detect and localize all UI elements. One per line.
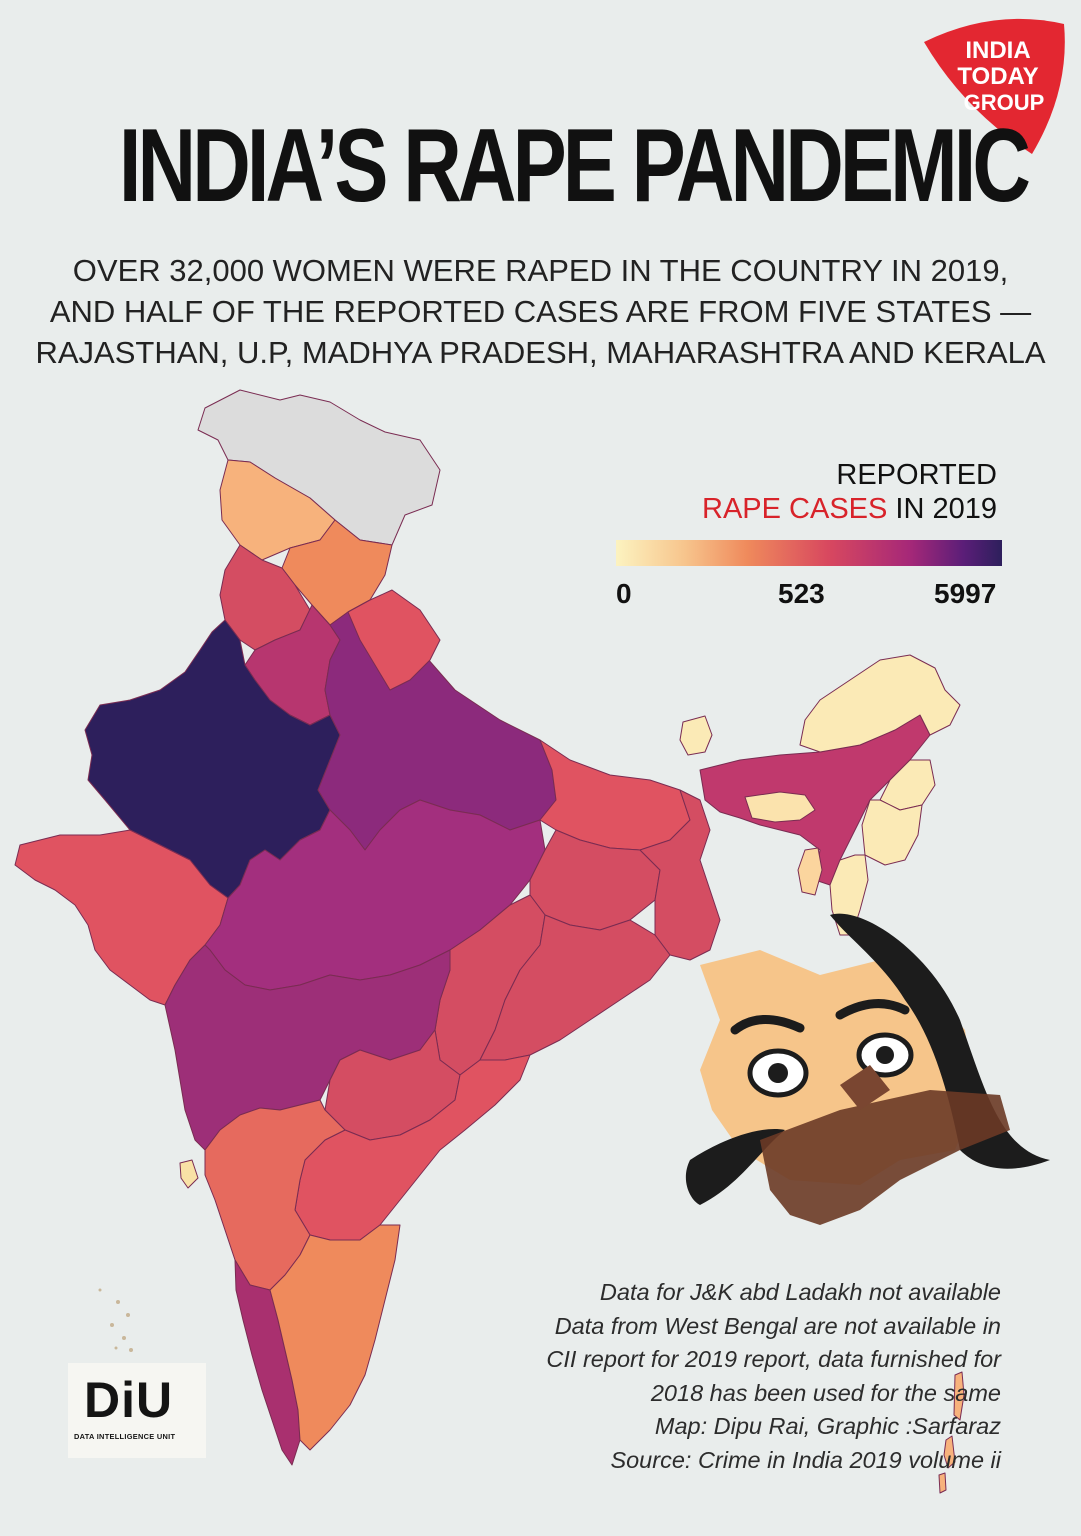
india-choropleth-map: [14, 389, 1050, 1494]
region-goa: [179, 1159, 199, 1189]
note-line-6: Source: Crime in India 2019 volume ii: [610, 1446, 1001, 1473]
region-andaman-nicobar-2: [943, 1435, 956, 1469]
legend-color-bar: [616, 540, 1002, 566]
diu-logo: [68, 1363, 206, 1458]
note-line-5: Map: Dipu Rai, Graphic :Sarfaraz: [654, 1413, 1001, 1439]
logo-shield-shape: [924, 18, 1065, 154]
legend-title-accent: RAPE CASES: [702, 493, 888, 525]
note-line-3: CII report for 2019 report, data furnish…: [546, 1346, 1001, 1372]
diu-logo-mark: DiU: [84, 1372, 174, 1428]
region-tamil-nadu: [269, 1224, 401, 1451]
legend-tick-min: 0: [616, 578, 632, 609]
subtitle-line-2: AND HALF OF THE REPORTED CASES ARE FROM …: [49, 294, 1032, 329]
diu-logo-caption: DATA INTELLIGENCE UNIT: [74, 1432, 176, 1441]
note-line-1: Data for J&K abd Ladakh not available: [599, 1279, 1001, 1305]
lakshadweep-islands: [98, 1288, 133, 1352]
illustration-covered-face: [685, 913, 1050, 1225]
region-tripura: [797, 847, 823, 896]
region-sikkim: [679, 715, 713, 756]
subtitle-line-3: RAJASTHAN, U.P, MADHYA PRADESH, MAHARASH…: [35, 335, 1046, 370]
region-west-bengal: [639, 789, 721, 961]
india-today-group-logo: INDIA TODAY GROUP: [924, 14, 1074, 164]
subtitle: OVER 32,000 WOMEN WERE RAPED IN THE COUN…: [0, 250, 1081, 373]
legend-tick-mid: 523: [778, 578, 825, 609]
region-arunachal-pradesh: [799, 654, 961, 753]
region-karnataka: [204, 1099, 346, 1291]
legend-title-line-2: RAPE CASES IN 2019: [702, 492, 997, 526]
legend-title: REPORTED RAPE CASES IN 2019: [702, 458, 997, 526]
legend-title-rest: IN 2019: [887, 493, 997, 525]
region-odisha: [479, 914, 671, 1061]
logo-line-group: GROUP: [964, 90, 1045, 115]
region-andaman-nicobar: [953, 1371, 965, 1421]
note-line-4: 2018 has been used for the same: [650, 1379, 1001, 1406]
subtitle-line-1: OVER 32,000 WOMEN WERE RAPED IN THE COUN…: [72, 253, 1009, 288]
note-line-2: Data from West Bengal are not available …: [554, 1312, 1001, 1339]
page-title: INDIA’S RAPE PANDEMIC: [118, 108, 1031, 224]
region-andaman-nicobar-3: [938, 1472, 947, 1494]
region-meghalaya: [744, 791, 816, 823]
legend-title-line-1: REPORTED: [836, 459, 997, 491]
legend-tick-max: 5997: [934, 578, 997, 609]
region-uttarakhand-east: [347, 589, 441, 691]
region-manipur: [861, 799, 923, 866]
logo-line-today: TODAY: [957, 63, 1038, 90]
logo-line-india: INDIA: [965, 37, 1030, 64]
notes: Data for J&K abd Ladakh not available Da…: [546, 1276, 1001, 1477]
